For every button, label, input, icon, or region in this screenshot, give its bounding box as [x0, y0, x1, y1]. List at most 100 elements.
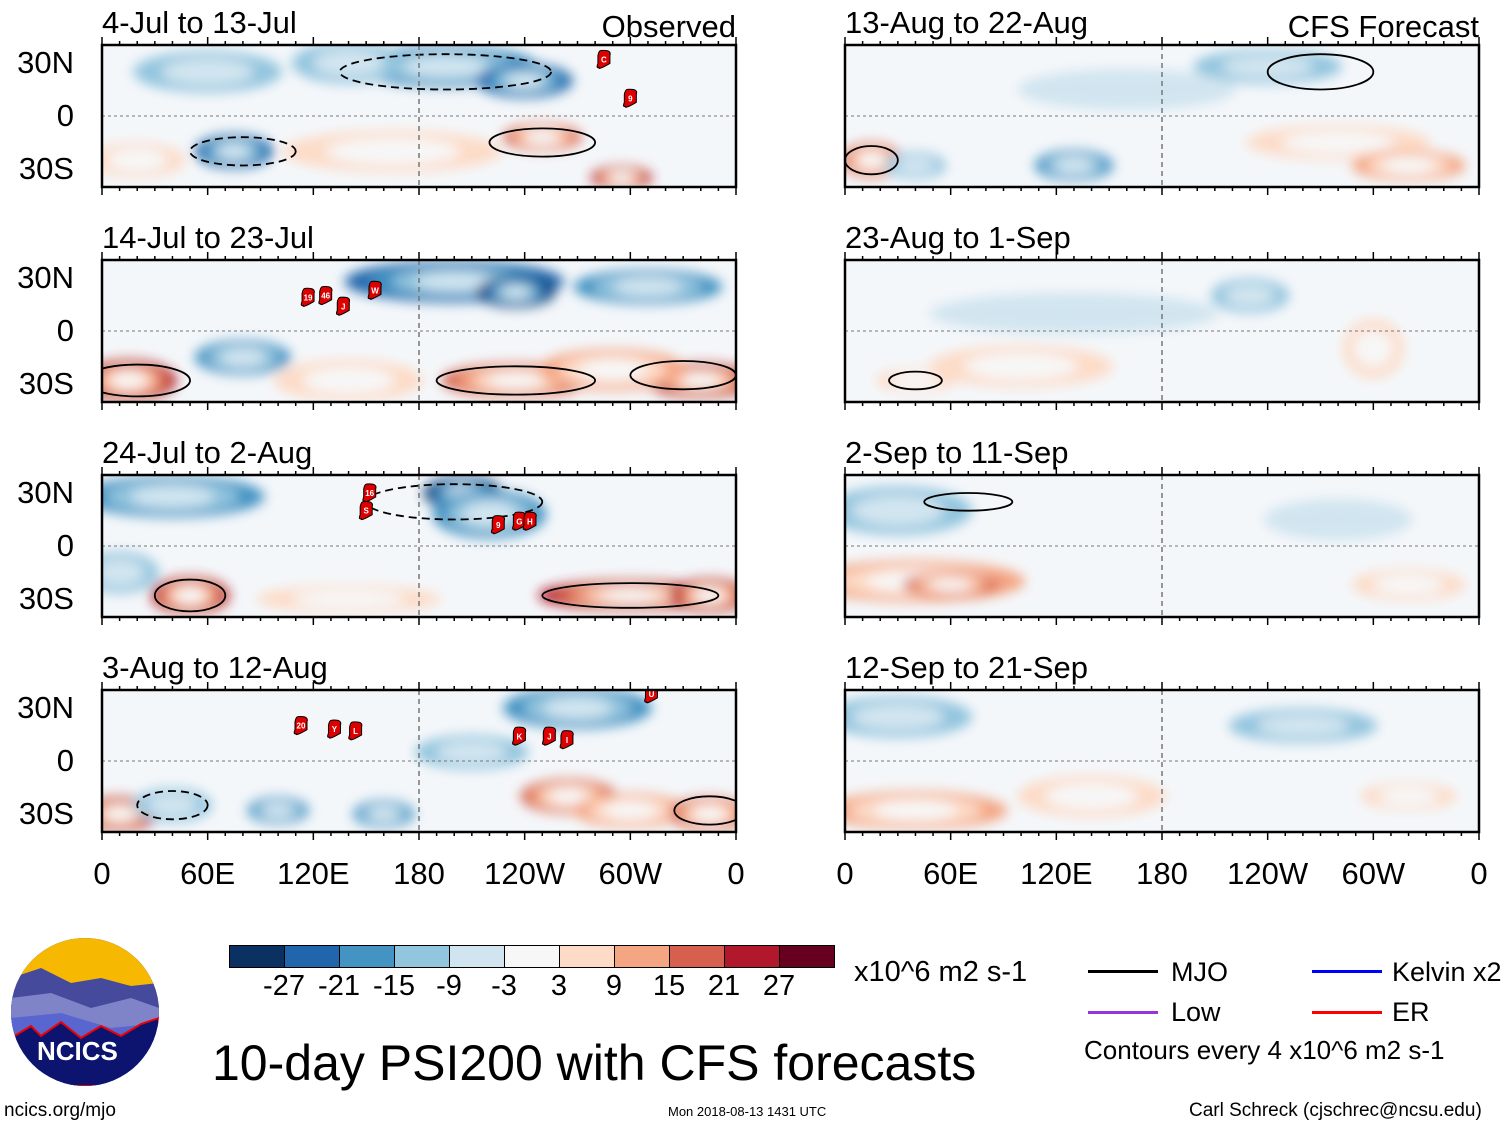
anomaly-blob: [873, 800, 958, 821]
x-tick-label: 180: [1136, 856, 1188, 891]
panel-title: 14-Jul to 23-Jul: [102, 220, 314, 255]
anomaly-layer: 20 Y L K J I U: [102, 690, 736, 832]
panel-title: 13-Aug to 22-Aug: [845, 5, 1089, 40]
tropical-cyclone-icon: H: [522, 511, 537, 531]
anomaly-layer: 16 S 9 G H: [102, 475, 736, 617]
anomaly-blob: [1054, 157, 1094, 174]
anomaly-blob: [682, 373, 720, 388]
anomaly-shading: [845, 696, 1457, 830]
tropical-cyclone-icon: I: [559, 730, 574, 750]
anomaly-blob: [325, 137, 460, 165]
anomaly-blob: [176, 588, 204, 603]
anomaly-blob: [1353, 329, 1394, 368]
panel-title: 3-Aug to 12-Aug: [102, 650, 328, 685]
anomaly-blob: [1372, 574, 1445, 596]
x-tick-label: 60E: [923, 856, 979, 891]
anomaly-layer: [845, 45, 1479, 187]
mjo-contour-positive: [1266, 53, 1375, 91]
tropical-cyclone-icon: 19: [300, 287, 315, 307]
anomaly-blob: [1378, 786, 1439, 806]
anomaly-layer: 19 46 J W: [102, 260, 736, 402]
legend-line-kelvin: [1312, 970, 1382, 973]
colorbar: [229, 945, 835, 968]
anomaly-blob: [851, 703, 945, 731]
mjo-contour-negative: [189, 136, 297, 167]
anomaly-blob: [1263, 498, 1413, 541]
colorbar-tick-label: -9: [436, 970, 462, 1002]
mjo-contour-negative: [338, 53, 552, 91]
tropical-cyclone-icon: 20: [293, 716, 308, 736]
mjo-contour-positive: [923, 492, 1014, 512]
x-tick-label: 0: [836, 856, 854, 891]
map-panel: [843, 467, 1481, 625]
x-tick-label: 0: [93, 856, 111, 891]
tropical-cyclone-icon: Y: [327, 719, 342, 739]
cyclone-symbol: [367, 280, 382, 300]
storm-label: L: [353, 727, 358, 736]
anomaly-blob: [502, 285, 530, 299]
x-tick-label: 0: [1470, 856, 1488, 891]
anomaly-blob: [220, 348, 266, 367]
x-tick-label: 60E: [180, 856, 236, 891]
y-tick-label: 0: [56, 528, 74, 563]
anomaly-shading: [845, 49, 1466, 181]
y-tick-label: 30S: [18, 581, 74, 616]
storm-label: J: [341, 302, 345, 311]
y-tick-label: 30N: [17, 45, 74, 80]
anomaly-layer: [845, 260, 1479, 402]
tropical-cyclone-icon: 46: [318, 286, 333, 306]
tropical-cyclone-icon: 9: [623, 88, 638, 108]
legend-line-er: [1312, 1011, 1382, 1014]
colorbar-tick-label: 27: [762, 970, 796, 1002]
cyclone-symbol: [559, 730, 574, 750]
anomaly-shading: [845, 486, 1466, 602]
cyclone-symbol: [318, 286, 333, 306]
anomaly-blob: [929, 292, 1219, 334]
cyclone-symbol: [512, 726, 527, 746]
map-panel: 19 46 J W: [100, 252, 738, 410]
storm-label: W: [371, 286, 379, 295]
tropical-cyclone-icon: 16: [362, 483, 377, 503]
storm-label: U: [649, 690, 655, 699]
colorbar-swatch: [340, 946, 395, 967]
mjo-contour-positive: [153, 578, 227, 613]
cyclone-symbol: [300, 287, 315, 307]
author-credit: Carl Schreck (cjschrec@ncsu.edu): [1189, 1100, 1482, 1121]
y-tick-label: 0: [56, 313, 74, 348]
anomaly-blob: [931, 578, 970, 591]
tropical-cyclone-icon: J: [542, 726, 557, 746]
anomaly-blob: [147, 793, 198, 817]
storm-label: C: [601, 55, 607, 64]
map-panel: 20 Y L K J I U: [100, 682, 738, 840]
anomaly-blob: [368, 806, 400, 822]
figure-title: 10-day PSI200 with CFS forecasts: [212, 1035, 977, 1091]
tropical-cyclone-icon: L: [348, 721, 363, 741]
ncics-logo: NCICS: [11, 938, 159, 1086]
site-url[interactable]: ncics.org/mjo: [4, 1100, 116, 1121]
anomaly-layer: [845, 690, 1479, 832]
x-tick-label: 60W: [598, 856, 663, 891]
anomaly-shading: [102, 690, 736, 832]
anomaly-blob: [578, 359, 647, 381]
panel-title: 23-Aug to 1-Sep: [845, 220, 1071, 255]
anomaly-blob: [302, 366, 395, 395]
map-panel: 16 S 9 G H: [100, 467, 738, 625]
cyclone-symbol: [522, 511, 537, 531]
anomaly-blob: [550, 788, 588, 805]
mjo-contour-positive: [541, 582, 720, 609]
mjo-contour-positive: [488, 127, 597, 158]
x-tick-label: 120E: [277, 856, 350, 891]
colorbar-swatch: [560, 946, 615, 967]
legend-label-kelvin: Kelvin x2: [1392, 957, 1502, 987]
colorbar-swatch: [230, 946, 285, 967]
anomaly-blob: [693, 806, 726, 822]
cyclone-symbol: [358, 501, 373, 521]
mjo-contour-positive: [102, 363, 191, 398]
colorbar-swatch: [395, 946, 450, 967]
units-label: x10^6 m2 s-1: [854, 956, 1028, 988]
storm-label: 9: [496, 521, 501, 530]
storm-label: K: [516, 732, 522, 741]
cyclone-symbol: [327, 719, 342, 739]
mjo-contour-negative: [136, 790, 209, 821]
